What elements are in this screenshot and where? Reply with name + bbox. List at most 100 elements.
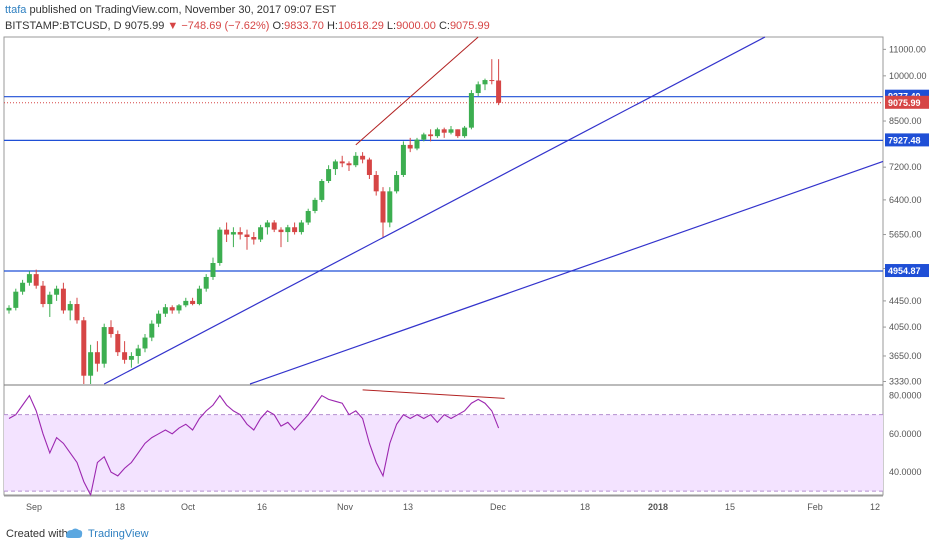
candle-body xyxy=(47,294,53,305)
price-axis-label: 11000.00 xyxy=(889,44,926,54)
candle-body xyxy=(468,93,474,128)
candle-body xyxy=(332,161,338,170)
candle-body xyxy=(122,352,128,360)
high-value: 10618.29 xyxy=(337,20,384,32)
rsi-line xyxy=(8,394,500,497)
time-axis-label: 13 xyxy=(403,502,413,512)
time-axis-label: 16 xyxy=(257,502,267,512)
candle-body xyxy=(421,134,427,140)
candle-body xyxy=(482,80,488,85)
high-label: H: xyxy=(326,20,338,32)
close-value: 9075.99 xyxy=(449,20,490,32)
rsi-divergence-line xyxy=(362,389,505,399)
time-axis-label: Feb xyxy=(807,502,823,512)
candle-body xyxy=(115,334,121,353)
candle-body xyxy=(373,174,379,192)
candle-body xyxy=(108,327,114,335)
candle-body xyxy=(312,199,318,211)
time-axis-label: 18 xyxy=(580,502,590,512)
candle-body xyxy=(149,323,155,338)
price-label-box xyxy=(885,264,929,278)
chart-canvas[interactable]: 11000.00 10000.00 8500.00 7200.00 6400.00 565… xyxy=(0,0,932,518)
candle-body xyxy=(20,282,26,292)
price-axis-label: 3650.00 xyxy=(889,351,922,361)
candle-body xyxy=(6,307,12,311)
low-value: 9000.00 xyxy=(396,20,436,32)
candle-body xyxy=(190,300,196,305)
time-axis-label: 12 xyxy=(870,502,880,512)
candle-body xyxy=(387,191,393,223)
candle-body xyxy=(271,222,277,230)
candle-body xyxy=(74,304,80,321)
rsi-axis-label: 60.0000 xyxy=(889,429,922,439)
candle-body xyxy=(251,237,257,240)
trendline-upper xyxy=(103,36,766,385)
candle-body xyxy=(176,305,182,311)
rsi-axis-label: 40.0000 xyxy=(889,467,922,477)
publish-info: ttafa published on TradingView.com, Nove… xyxy=(5,4,336,16)
price-axis-label: 4050.00 xyxy=(889,322,922,332)
rsi-axis-label: 80.0000 xyxy=(889,391,922,401)
candle-body xyxy=(183,300,189,306)
candle-body xyxy=(101,327,107,364)
candle-body xyxy=(353,155,359,166)
candle-body xyxy=(258,227,264,240)
candle-body xyxy=(475,84,481,94)
low-label: L: xyxy=(386,20,397,32)
time-axis-label: 18 xyxy=(115,502,125,512)
time-axis-label: Nov xyxy=(337,502,354,512)
plot-frame xyxy=(3,36,884,496)
candle-body xyxy=(26,274,32,283)
open-label: O: xyxy=(272,20,285,32)
candle-body xyxy=(210,263,216,277)
candle-body xyxy=(462,127,468,137)
candle-body xyxy=(394,174,400,192)
candle-body xyxy=(135,348,141,356)
candle-body xyxy=(196,288,202,305)
candle-body xyxy=(414,139,420,149)
candle-body xyxy=(339,161,345,164)
trendline-red xyxy=(355,36,479,146)
candle-body xyxy=(285,227,291,233)
candle-body xyxy=(326,169,332,182)
candle-body xyxy=(40,285,46,305)
time-axis-label: Oct xyxy=(181,502,196,512)
price-label-text: 4954.87 xyxy=(888,266,921,276)
candle-body xyxy=(244,234,250,238)
rsi-band-fill xyxy=(4,414,883,492)
trendline-lower xyxy=(249,160,884,385)
candle-body xyxy=(264,222,270,228)
time-axis-label: Sep xyxy=(26,502,42,512)
price-axis-label: 7200.00 xyxy=(889,162,922,172)
author-link[interactable]: ttafa xyxy=(5,4,27,16)
candle-body xyxy=(162,307,168,314)
close-label: C: xyxy=(438,20,450,32)
candle-body xyxy=(67,304,73,311)
candle-body xyxy=(224,229,230,235)
candle-body xyxy=(292,227,298,233)
tradingview-brand-link[interactable]: TradingView xyxy=(88,528,149,540)
candle-body xyxy=(13,291,19,308)
open-value: 9833.70 xyxy=(284,20,324,32)
candle-body xyxy=(441,129,447,133)
price-axis-label: 10000.00 xyxy=(889,71,927,81)
candle-body xyxy=(448,129,454,133)
candle-body xyxy=(434,129,440,137)
publish-text: published on TradingView.com, November 3… xyxy=(29,4,337,16)
candle-body xyxy=(428,134,434,137)
candle-body xyxy=(346,163,352,166)
candle-body xyxy=(278,229,284,233)
candle-body xyxy=(400,144,406,175)
change-arrow-icon: ▼ xyxy=(167,20,179,32)
price-label-text: 9075.99 xyxy=(888,98,921,108)
candle-body xyxy=(496,80,502,103)
candle-body xyxy=(217,229,223,264)
price-axis-label: 4450.00 xyxy=(889,296,922,306)
price-label-text: 7927.48 xyxy=(888,135,921,145)
candle-body xyxy=(298,222,304,233)
candle-body xyxy=(60,288,66,311)
candle-body xyxy=(169,307,175,311)
candle-body xyxy=(54,288,60,295)
candle-body xyxy=(305,210,311,223)
price-label-box xyxy=(885,133,929,147)
